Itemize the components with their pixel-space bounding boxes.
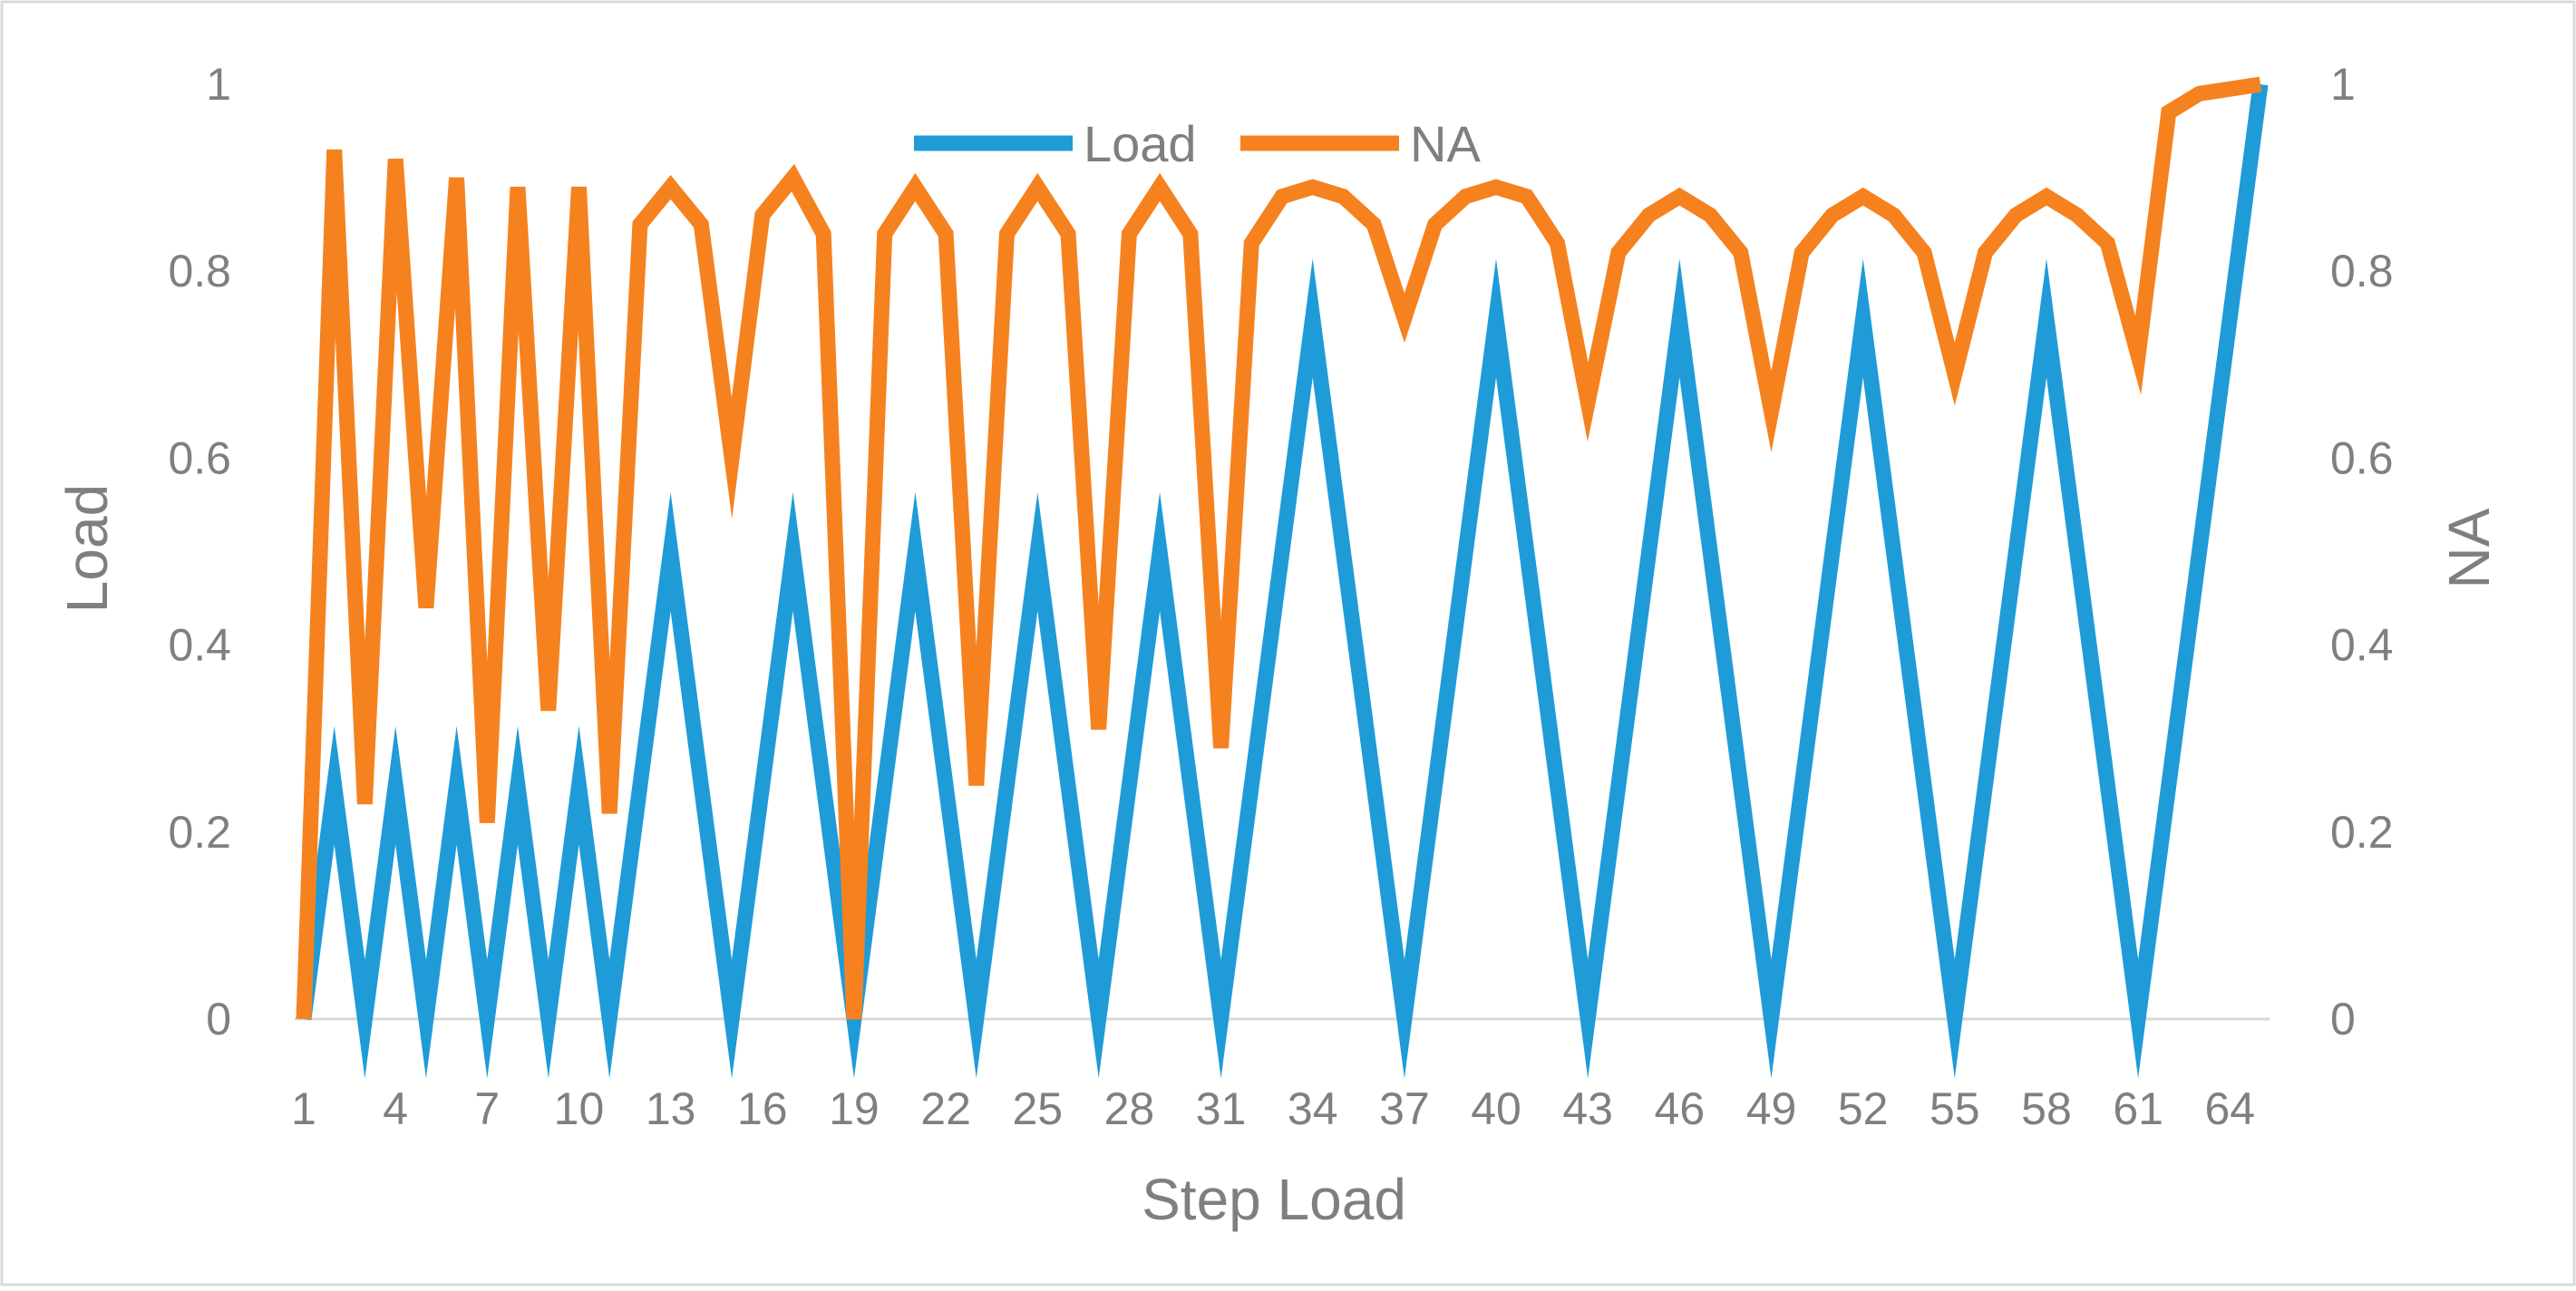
x-tick-label: 7: [474, 1083, 500, 1134]
left-y-tick-label: 0.6: [168, 432, 231, 483]
right-y-tick-label: 0.6: [2330, 432, 2394, 483]
right-y-tick-label: 0.8: [2330, 246, 2394, 296]
series-lines: [296, 76, 2269, 1079]
legend-label-load: Load: [1084, 115, 1197, 172]
right-y-tick-label: 0: [2330, 994, 2356, 1044]
x-tick-label: 25: [1012, 1083, 1063, 1134]
x-tick-label: 49: [1746, 1083, 1797, 1134]
x-tick-label: 4: [383, 1083, 408, 1134]
series-line-load: [296, 83, 2269, 1079]
left-y-tick-label: 1: [206, 59, 231, 110]
x-tick-label: 16: [737, 1083, 788, 1134]
x-tick-label: 13: [646, 1083, 696, 1134]
x-tick-label: 28: [1104, 1083, 1155, 1134]
left-y-tick-label: 0.2: [168, 807, 231, 858]
x-tick-label: 64: [2204, 1083, 2255, 1134]
x-tick-label: 1: [291, 1083, 316, 1134]
left-y-tick-label: 0: [206, 994, 231, 1044]
right-y-tick-label: 0.2: [2330, 807, 2394, 858]
x-tick-label: 58: [2021, 1083, 2072, 1134]
legend: Load NA: [914, 115, 1481, 172]
right-y-tick-label: 0.4: [2330, 620, 2394, 671]
x-tick-label: 55: [1930, 1083, 1980, 1134]
right-y-tick-label: 1: [2330, 59, 2356, 110]
x-tick-label: 61: [2113, 1083, 2163, 1134]
x-tick-label: 40: [1471, 1083, 1521, 1134]
x-tick-label: 52: [1838, 1083, 1889, 1134]
x-tick-label: 37: [1379, 1083, 1430, 1134]
x-tick-label: 10: [554, 1083, 605, 1134]
x-tick-label: 31: [1196, 1083, 1247, 1134]
x-tick-label: 46: [1655, 1083, 1706, 1134]
x-tick-label: 34: [1288, 1083, 1338, 1134]
left-y-axis-title: Load: [54, 484, 120, 613]
x-tick-label: 22: [920, 1083, 971, 1134]
x-axis-title: Step Load: [1142, 1167, 1406, 1232]
series-line-na: [296, 76, 2262, 1020]
left-y-tick-label: 0.8: [168, 246, 231, 296]
legend-label-na: NA: [1410, 115, 1481, 172]
x-tick-label: 43: [1562, 1083, 1613, 1134]
left-y-tick-label: 0.4: [168, 620, 231, 671]
right-y-axis-title: NA: [2436, 508, 2502, 588]
x-tick-label: 19: [829, 1083, 880, 1134]
